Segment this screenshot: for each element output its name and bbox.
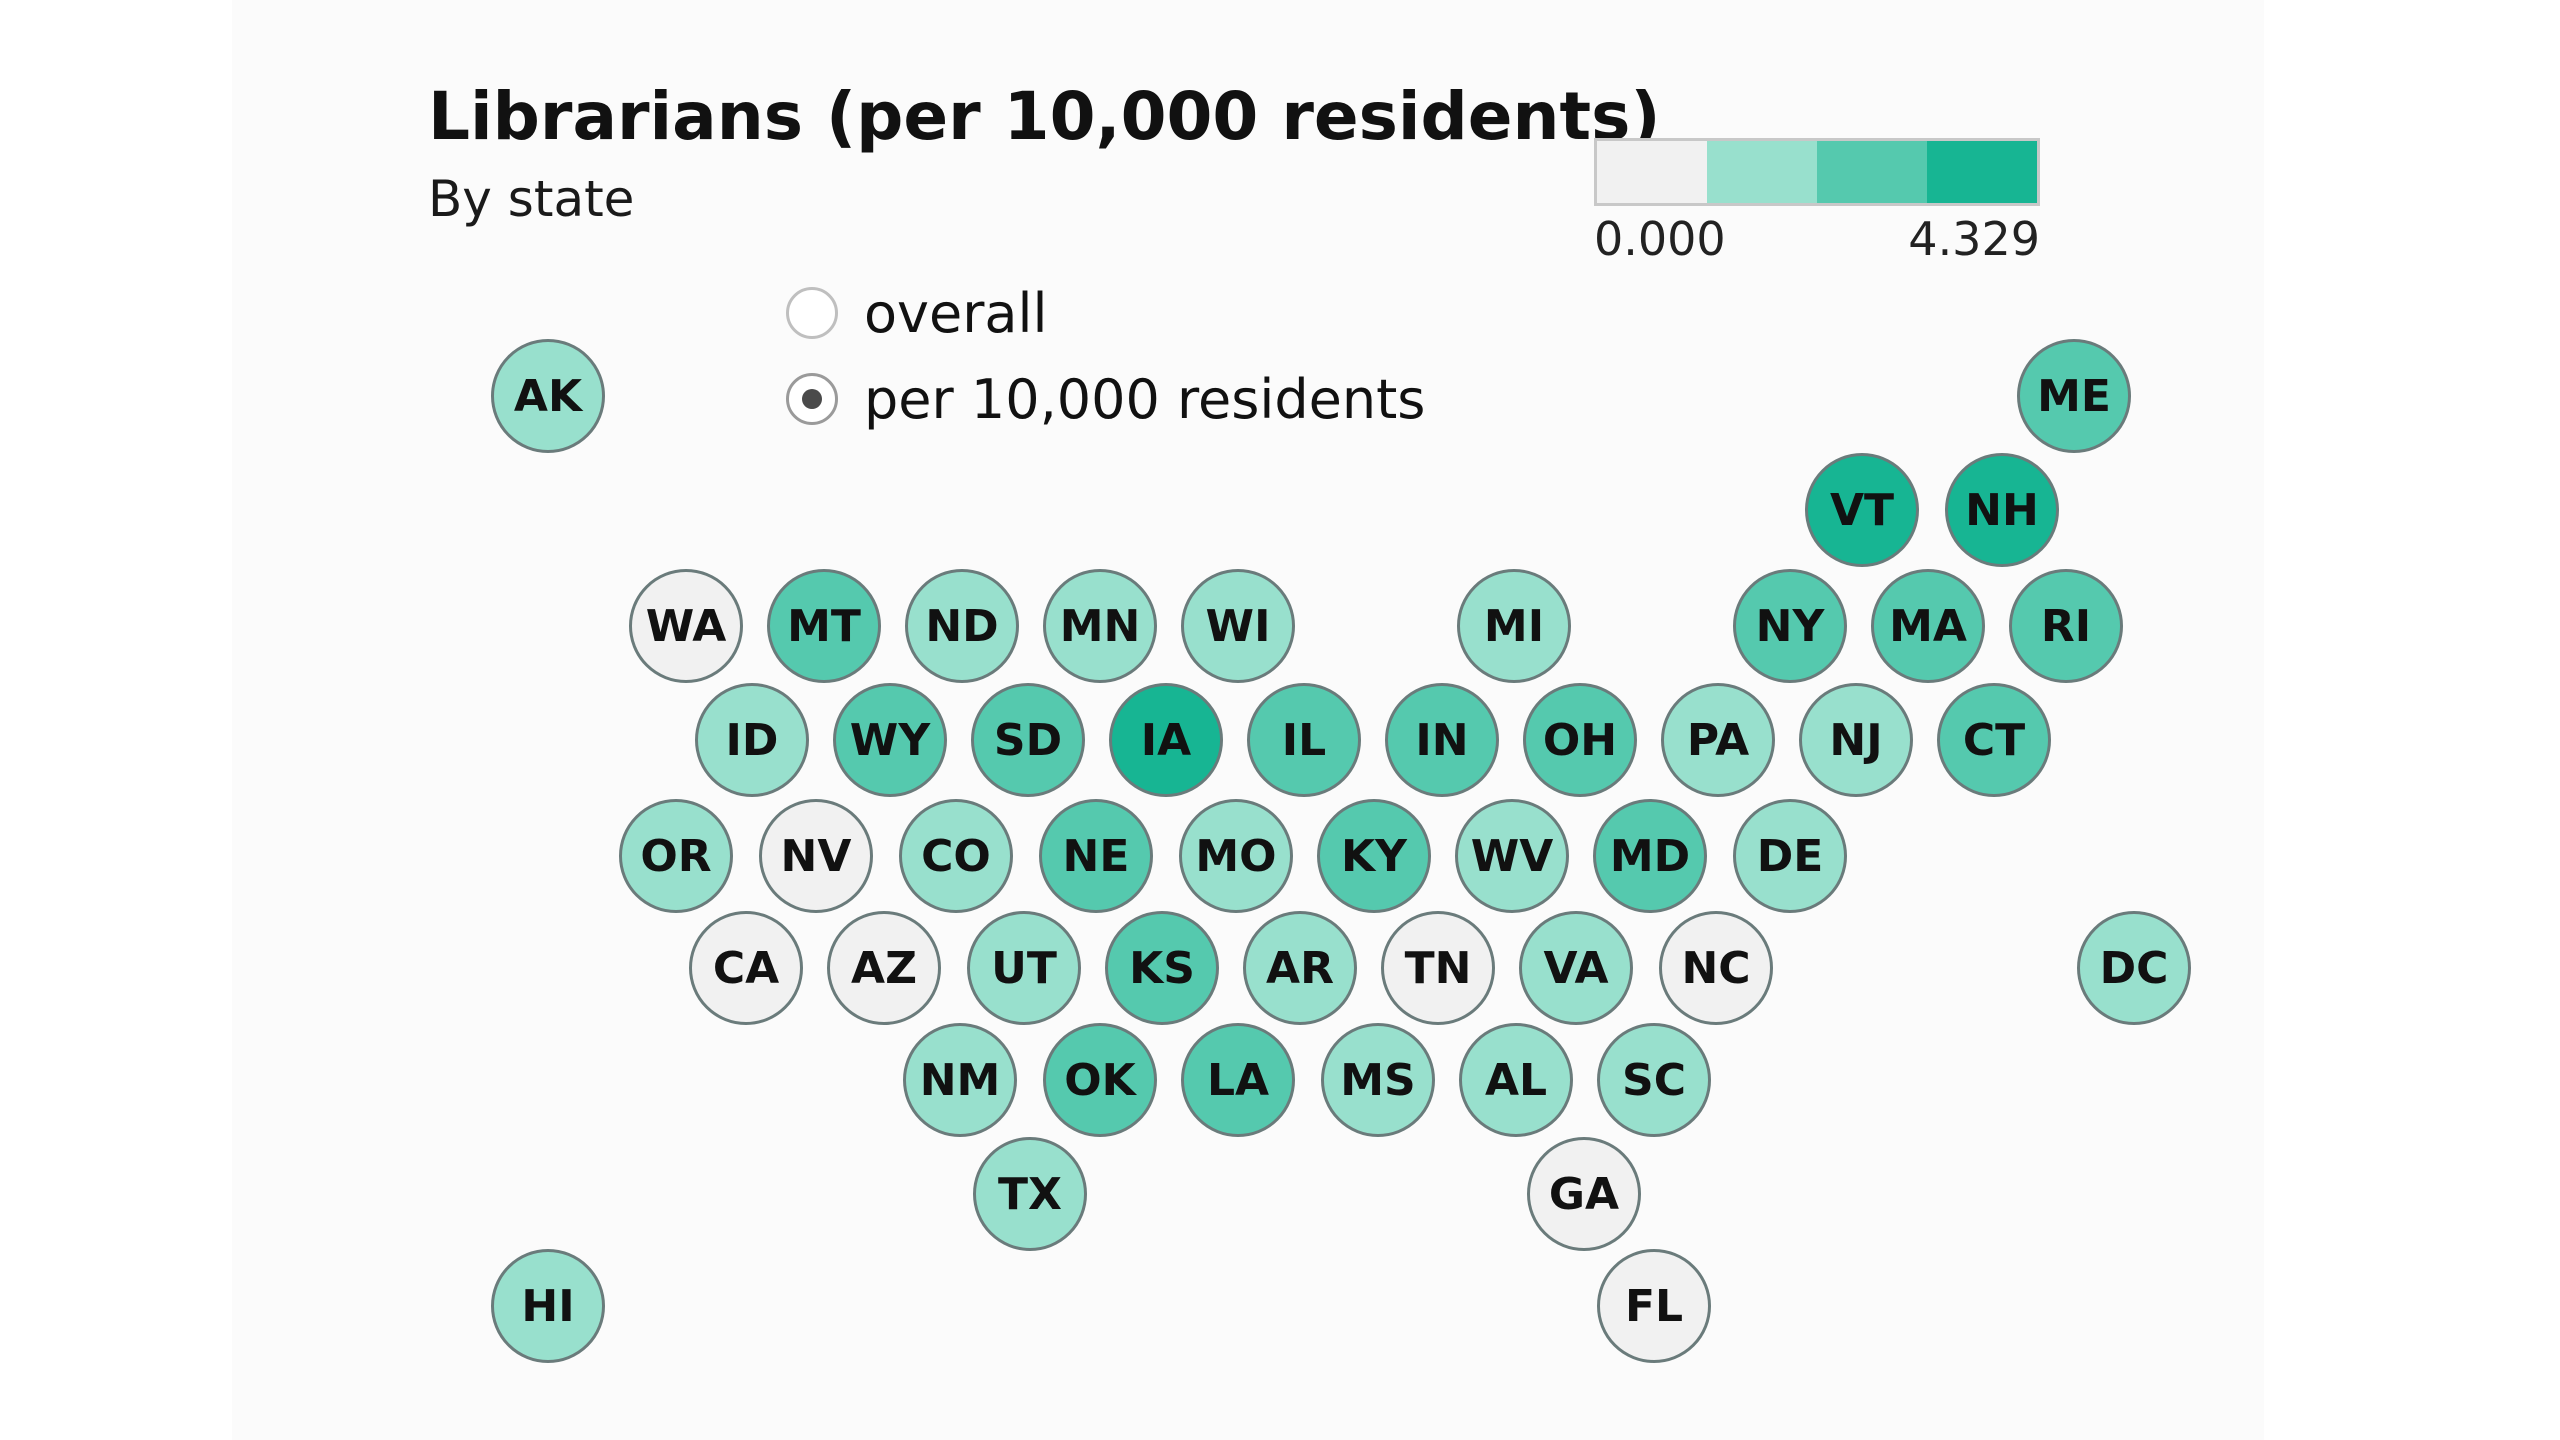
radio-selected-dot: [802, 389, 822, 409]
state-tile-in[interactable]: IN: [1385, 683, 1499, 797]
state-tile-nd[interactable]: ND: [905, 569, 1019, 683]
state-tile-mi[interactable]: MI: [1457, 569, 1571, 683]
state-tile-sd[interactable]: SD: [971, 683, 1085, 797]
state-tile-wy[interactable]: WY: [833, 683, 947, 797]
state-tile-oh[interactable]: OH: [1523, 683, 1637, 797]
state-tile-nh[interactable]: NH: [1945, 453, 2059, 567]
state-tile-va[interactable]: VA: [1519, 911, 1633, 1025]
state-tile-mt[interactable]: MT: [767, 569, 881, 683]
state-tile-nv[interactable]: NV: [759, 799, 873, 913]
legend-color-scale: [1594, 138, 2040, 206]
map-subtitle: By state: [428, 170, 635, 228]
state-tile-ct[interactable]: CT: [1937, 683, 2051, 797]
state-tile-ar[interactable]: AR: [1243, 911, 1357, 1025]
color-legend: 0.000 4.329: [1594, 138, 2040, 266]
state-tile-sc[interactable]: SC: [1597, 1023, 1711, 1137]
state-tile-ny[interactable]: NY: [1733, 569, 1847, 683]
state-tile-id[interactable]: ID: [695, 683, 809, 797]
state-tile-me[interactable]: ME: [2017, 339, 2131, 453]
metric-toggle: overall per 10,000 residents: [786, 270, 1425, 442]
radio-label-per-capita: per 10,000 residents: [864, 367, 1426, 431]
state-tile-ks[interactable]: KS: [1105, 911, 1219, 1025]
state-tile-nc[interactable]: NC: [1659, 911, 1773, 1025]
state-tile-tx[interactable]: TX: [973, 1137, 1087, 1251]
state-tile-vt[interactable]: VT: [1805, 453, 1919, 567]
state-tile-tn[interactable]: TN: [1381, 911, 1495, 1025]
state-tile-wv[interactable]: WV: [1455, 799, 1569, 913]
state-tile-ky[interactable]: KY: [1317, 799, 1431, 913]
state-tile-ne[interactable]: NE: [1039, 799, 1153, 913]
state-tile-mo[interactable]: MO: [1179, 799, 1293, 913]
state-tile-nj[interactable]: NJ: [1799, 683, 1913, 797]
radio-option-per-capita[interactable]: per 10,000 residents: [786, 356, 1425, 442]
radio-option-overall[interactable]: overall: [786, 270, 1425, 356]
state-tile-ma[interactable]: MA: [1871, 569, 1985, 683]
state-tile-nm[interactable]: NM: [903, 1023, 1017, 1137]
map-title: Librarians (per 10,000 residents): [428, 78, 1661, 155]
legend-swatch-4: [1927, 141, 2037, 203]
legend-swatch-2: [1707, 141, 1817, 203]
state-tile-dc[interactable]: DC: [2077, 911, 2191, 1025]
state-tile-ga[interactable]: GA: [1527, 1137, 1641, 1251]
legend-swatch-1: [1597, 141, 1707, 203]
state-tile-la[interactable]: LA: [1181, 1023, 1295, 1137]
state-tile-ca[interactable]: CA: [689, 911, 803, 1025]
state-tile-ok[interactable]: OK: [1043, 1023, 1157, 1137]
radio-button-overall[interactable]: [786, 287, 838, 339]
radio-label-overall: overall: [864, 281, 1048, 345]
map-panel: [232, 0, 2264, 1440]
state-tile-az[interactable]: AZ: [827, 911, 941, 1025]
state-tile-ak[interactable]: AK: [491, 339, 605, 453]
legend-swatch-3: [1817, 141, 1927, 203]
state-tile-md[interactable]: MD: [1593, 799, 1707, 913]
state-tile-wa[interactable]: WA: [629, 569, 743, 683]
state-tile-fl[interactable]: FL: [1597, 1249, 1711, 1363]
state-tile-il[interactable]: IL: [1247, 683, 1361, 797]
state-tile-ut[interactable]: UT: [967, 911, 1081, 1025]
state-tile-co[interactable]: CO: [899, 799, 1013, 913]
state-tile-al[interactable]: AL: [1459, 1023, 1573, 1137]
legend-min-label: 0.000: [1594, 212, 1726, 266]
state-tile-or[interactable]: OR: [619, 799, 733, 913]
state-tile-pa[interactable]: PA: [1661, 683, 1775, 797]
state-tile-wi[interactable]: WI: [1181, 569, 1295, 683]
state-tile-hi[interactable]: HI: [491, 1249, 605, 1363]
state-tile-ri[interactable]: RI: [2009, 569, 2123, 683]
state-tile-ms[interactable]: MS: [1321, 1023, 1435, 1137]
state-tile-ia[interactable]: IA: [1109, 683, 1223, 797]
state-tile-de[interactable]: DE: [1733, 799, 1847, 913]
legend-max-label: 4.329: [1908, 212, 2040, 266]
radio-button-per-capita[interactable]: [786, 373, 838, 425]
state-tile-mn[interactable]: MN: [1043, 569, 1157, 683]
